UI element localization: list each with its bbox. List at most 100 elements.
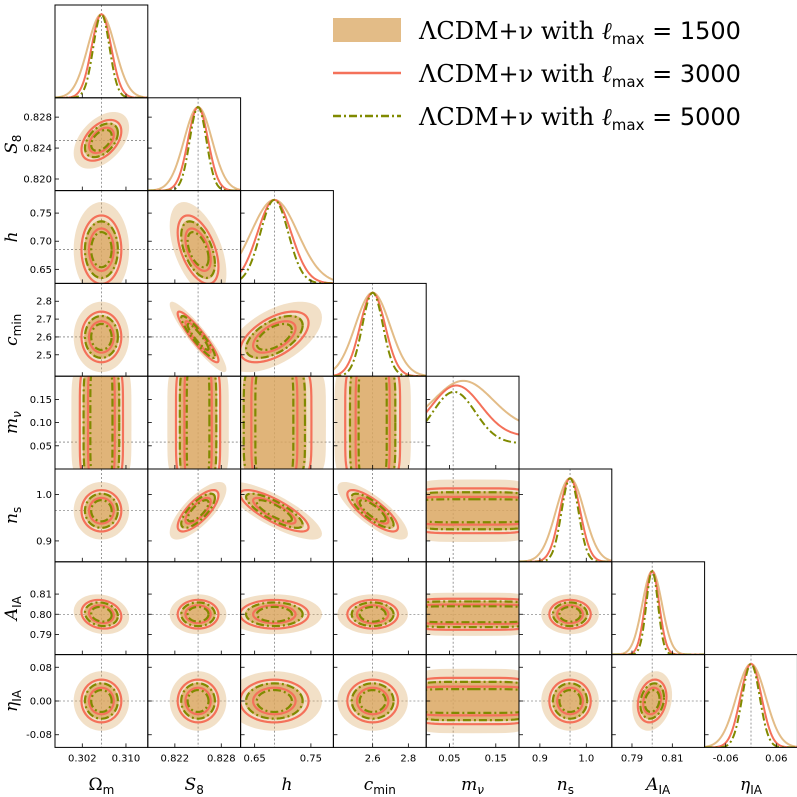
panel-frame	[425, 375, 520, 470]
contour--cdm-nu-with-max-5000-2sigma	[244, 601, 304, 628]
marginal--cdm-nu-with-max-3000	[333, 291, 427, 377]
marginal--cdm-nu-with-max-1500	[333, 291, 427, 377]
contour--cdm-nu-with-max-3000-1sigma	[354, 376, 391, 470]
y-tick-label-ns: 1.0	[36, 490, 52, 501]
contour--cdm-nu-with-max-3000-2sigma	[346, 678, 400, 724]
contour--cdm-nu-with-max-5000-1sigma	[255, 499, 294, 523]
contour--cdm-nu-with-max-5000-1sigma	[90, 688, 113, 714]
contour--cdm-nu-with-max-5000-1sigma	[90, 499, 113, 523]
x-tick-label-omegam: 0.302	[68, 753, 97, 764]
contour--cdm-nu-with-max-3000-1sigma	[87, 604, 115, 625]
contour--cdm-nu-with-max-5000-2sigma	[551, 682, 589, 720]
contour--cdm-nu-with-max-3000-2sigma	[240, 310, 310, 364]
contour--cdm-nu-with-max-3000-2sigma	[80, 598, 123, 630]
x-axis-label-etaia: ηIA	[740, 775, 763, 797]
contour--cdm-nu-with-max-5000-2sigma	[82, 376, 121, 470]
contour--cdm-nu-with-max-1500-1sigma	[426, 491, 520, 531]
contour--cdm-nu-with-max-5000-1sigma	[255, 688, 293, 714]
contour--cdm-nu-with-max-3000-2sigma	[80, 310, 123, 364]
contour--cdm-nu-with-max-3000-2sigma	[80, 678, 123, 724]
y-tick-label-h: 0.65	[30, 265, 52, 276]
contour--cdm-nu-with-max-3000-1sigma	[87, 686, 115, 716]
contour--cdm-nu-with-max-3000-1sigma	[87, 320, 115, 354]
contour--cdm-nu-with-max-5000-1sigma	[186, 231, 210, 269]
y-tick-label-h: 0.75	[30, 209, 52, 220]
contour--cdm-nu-with-max-3000-1sigma	[252, 604, 297, 625]
y-tick-label-cmin: 2.7	[36, 315, 52, 326]
contour--cdm-nu-with-max-5000-2sigma	[244, 682, 304, 720]
contour--cdm-nu-with-max-5000-1sigma	[558, 605, 582, 623]
contour--cdm-nu-with-max-5000-2sigma	[178, 376, 218, 470]
contour--cdm-nu-with-max-3000-1sigma	[252, 320, 297, 354]
contour--cdm-nu-with-max-5000-2sigma	[83, 220, 119, 280]
x-axis-label-omegam: Ωm	[88, 775, 114, 797]
panel-cmin-cmin	[332, 282, 427, 377]
contour--cdm-nu-with-max-3000-1sigma	[556, 604, 584, 625]
contour--cdm-nu-with-max-3000-1sigma	[426, 603, 520, 625]
y-tick-label-etaia: 0.08	[30, 663, 52, 674]
panel-ns-cmin	[332, 468, 427, 563]
contour--cdm-nu-with-max-3000-1sigma	[251, 496, 297, 525]
contour--cdm-nu-with-max-5000-1sigma	[186, 322, 210, 352]
contour--cdm-nu-with-max-3000-2sigma	[176, 488, 220, 533]
contour--cdm-nu-with-max-3000-1sigma	[252, 686, 297, 716]
panel-mnu-s8	[147, 375, 242, 470]
y-tick-label-aia: 0.81	[30, 590, 52, 601]
marginal--cdm-nu-with-max-5000	[519, 477, 612, 562]
marginal--cdm-nu-with-max-5000	[240, 198, 334, 284]
panel-etaia-h: 0.65 0.75	[240, 654, 334, 764]
y-tick-label-ns: 0.9	[36, 536, 52, 547]
contour--cdm-nu-with-max-3000-1sigma	[642, 686, 663, 716]
marginal--cdm-nu-with-max-1500	[147, 106, 241, 191]
y-axis-label-mnu: mν	[2, 411, 24, 434]
panel-mnu-mnu	[425, 375, 520, 470]
legend-swatch	[333, 18, 401, 42]
contour--cdm-nu-with-max-5000-1sigma	[90, 605, 113, 623]
x-tick-label-s8: 0.822	[161, 753, 190, 764]
contour--cdm-nu-with-max-5000-2sigma	[180, 682, 217, 720]
x-tick-label-cmin: 2.8	[400, 753, 416, 764]
contour--cdm-nu-with-max-3000-2sigma	[176, 598, 220, 630]
contour--cdm-nu-with-max-3000-2sigma	[548, 678, 592, 724]
marginal--cdm-nu-with-max-1500	[519, 477, 612, 562]
contour--cdm-nu-with-max-3000-1sigma	[355, 496, 390, 525]
contour--cdm-nu-with-max-1500-1sigma	[82, 376, 121, 470]
contour--cdm-nu-with-max-3000-2sigma	[548, 598, 592, 630]
contour--cdm-nu-with-max-3000-2sigma	[346, 598, 400, 630]
contour--cdm-nu-with-max-5000-2sigma	[83, 122, 119, 159]
contour--cdm-nu-with-max-3000-2sigma	[344, 376, 402, 470]
marginal--cdm-nu-with-max-3000	[240, 198, 334, 284]
panel-etaia-mnu: 0.05 0.15	[425, 654, 520, 764]
panel-frame	[332, 282, 427, 377]
contour--cdm-nu-with-max-3000-2sigma	[426, 487, 520, 535]
contour--cdm-nu-with-max-5000-1sigma	[426, 605, 520, 624]
contour--cdm-nu-with-max-5000-1sigma	[90, 128, 113, 152]
legend-item--cdm-nu-with-max-3000: ΛCDM+ν with ℓmax = 3000	[333, 60, 741, 91]
panel-aia-s8	[147, 561, 242, 656]
contour--cdm-nu-with-max-5000-1sigma	[186, 605, 210, 623]
panel-h-s8	[147, 190, 242, 284]
contour--cdm-nu-with-max-3000-1sigma	[184, 496, 212, 525]
legend-item--cdm-nu-with-max-1500: ΛCDM+ν with ℓmax = 1500	[333, 17, 741, 48]
x-axis-label-cmin: cmin	[364, 775, 396, 797]
panel-etaia-ns: 0.9 1.0	[518, 654, 613, 764]
contour--cdm-nu-with-max-5000-2sigma	[180, 492, 217, 529]
contour--cdm-nu-with-max-5000-1sigma	[558, 688, 582, 714]
contour--cdm-nu-with-max-5000-1sigma	[357, 376, 388, 470]
contour--cdm-nu-with-max-5000-1sigma	[186, 688, 210, 714]
axis-labels: Ωm S8 h cmin mν ns AIA ηIA S8 h cmin mν ns AIA ηIA	[2, 135, 763, 797]
x-axis-label-ns: ns	[557, 775, 574, 797]
contour--cdm-nu-with-max-5000-1sigma	[255, 322, 293, 352]
contour--cdm-nu-with-max-3000-2sigma	[176, 310, 220, 364]
panel-ns-ns	[518, 468, 613, 563]
y-tick-label-etaia: -0.08	[26, 730, 52, 741]
panel-etaia-cmin: 2.6 2.8	[332, 654, 427, 764]
contour--cdm-nu-with-max-3000-2sigma	[176, 214, 220, 284]
y-tick-label-aia: 0.79	[30, 630, 52, 641]
contour--cdm-nu-with-max-3000-1sigma	[250, 376, 299, 470]
panel-aia-ns	[518, 561, 613, 656]
contour--cdm-nu-with-max-3000-1sigma	[183, 376, 213, 470]
marginal--cdm-nu-with-max-3000	[55, 13, 148, 98]
contour--cdm-nu-with-max-5000-2sigma	[180, 220, 217, 280]
